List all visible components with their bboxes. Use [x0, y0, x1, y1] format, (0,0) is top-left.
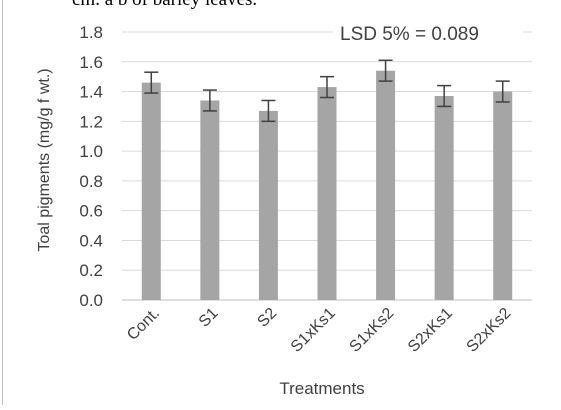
y-axis-label: Toal pigments (mg/g f wt.) — [36, 68, 53, 251]
caption-fragment: cm. a b of barley leaves. — [72, 0, 257, 11]
error-bar — [437, 84, 452, 108]
bar — [434, 96, 454, 301]
y-tick-label: 1.8 — [79, 23, 103, 42]
error-bar — [320, 75, 334, 99]
error-bar — [202, 89, 217, 112]
error-bar — [144, 71, 159, 94]
y-tick-label: 1.6 — [79, 53, 103, 72]
bar — [141, 82, 161, 300]
figure-border — [2, 0, 3, 405]
lsd-annotation: LSD 5% = 0.089 — [340, 24, 479, 45]
x-tick-label: S2 — [254, 305, 280, 331]
x-tick-labels: Cont. S1 S2 S1xKs1 S1xKs2 S2xKs1 S2xKs2 — [124, 305, 515, 356]
error-bar — [495, 80, 510, 103]
y-tick-labels: 0.0 0.2 0.4 0.6 0.8 1.0 1.2 1.4 1.6 1.8 — [79, 23, 103, 310]
y-tick-label: 0.0 — [79, 291, 103, 310]
x-tick-label: S1xKs2 — [346, 305, 397, 356]
bar — [200, 100, 220, 300]
y-tick-label: 0.4 — [79, 231, 103, 250]
y-tick-label: 1.0 — [79, 142, 103, 161]
x-tick-label: S1xKs1 — [288, 305, 339, 356]
y-tick-label: 0.8 — [79, 172, 103, 191]
x-tick-label: S2xKs2 — [464, 305, 515, 356]
error-bar — [261, 99, 276, 123]
y-tick-label: 1.4 — [79, 83, 103, 102]
bars — [141, 70, 513, 301]
y-tick-label: 0.2 — [79, 261, 103, 280]
bar — [376, 70, 396, 300]
x-tick-label: S1 — [196, 305, 222, 331]
x-axis-label: Treatments — [279, 379, 364, 398]
error-bars — [144, 59, 510, 123]
x-tick-label: Cont. — [124, 305, 163, 344]
y-tick-label: 0.6 — [79, 202, 103, 221]
bar — [493, 91, 513, 300]
bar — [258, 110, 278, 301]
error-bar — [378, 59, 393, 82]
x-tick-label: S2xKs1 — [405, 305, 456, 356]
y-tick-label: 1.2 — [79, 112, 103, 131]
annotation-background — [333, 18, 523, 48]
bar — [317, 87, 337, 300]
